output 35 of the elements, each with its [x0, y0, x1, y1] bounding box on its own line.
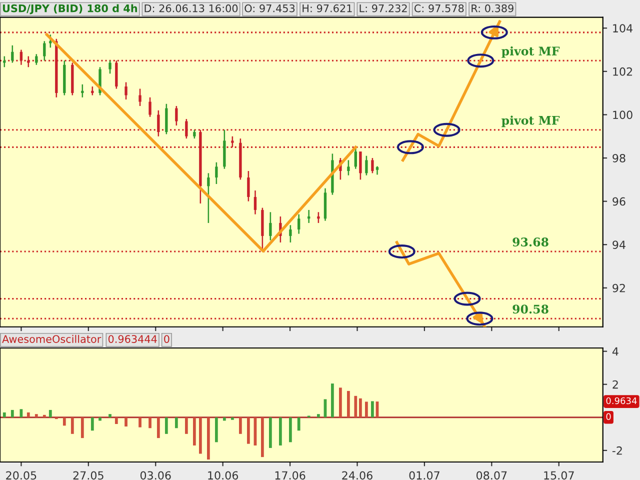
y-tick-label: -2: [612, 446, 622, 455]
text: 0: [606, 413, 611, 420]
ref-line-label: pivot MF: [502, 46, 560, 58]
y-tick-label: 94: [612, 240, 626, 249]
y-tick-label: 4: [612, 347, 618, 356]
text: L: 97.232: [360, 4, 407, 12]
x-tick-label: 27.05: [73, 471, 104, 480]
text: 0: [164, 335, 170, 343]
text: 0.9634: [606, 397, 637, 404]
y-tick-label: 100: [613, 110, 632, 120]
x-tick-label: 15.07: [544, 471, 574, 480]
text: C: 97.578: [414, 4, 464, 12]
text: D: 26.06.13 16:00: [144, 4, 238, 12]
ref-line-label: 90.58: [512, 304, 548, 314]
x-tick-label: 20.05: [6, 471, 36, 480]
x-tick-label: 01.07: [409, 471, 440, 480]
x-tick-label: 03.06: [140, 471, 171, 480]
ref-line-label: pivot MF: [502, 116, 560, 128]
text: O: 97.453: [244, 4, 295, 12]
y-tick-label: 2: [612, 380, 618, 389]
x-tick-label: 17.06: [275, 471, 306, 480]
y-tick-label: 98: [612, 154, 626, 162]
x-tick-label: 24.06: [342, 471, 372, 480]
y-tick-label: 96: [612, 197, 626, 206]
y-tick-label: 102: [613, 67, 632, 76]
text: 0.963444: [108, 335, 157, 343]
text: AwesomeOscillator: [2, 334, 102, 343]
text: H: 97.621: [302, 4, 352, 12]
ref-line-label: 93.68: [512, 238, 548, 246]
x-tick-label: 10.06: [208, 471, 238, 480]
text: USD/JPY (BID) 180 d 4h: [2, 4, 138, 14]
text: R: 0.389: [472, 4, 514, 12]
x-tick-label: 08.07: [476, 471, 507, 480]
y-tick-label: 92: [612, 284, 625, 292]
y-tick-label: 104: [613, 24, 632, 32]
